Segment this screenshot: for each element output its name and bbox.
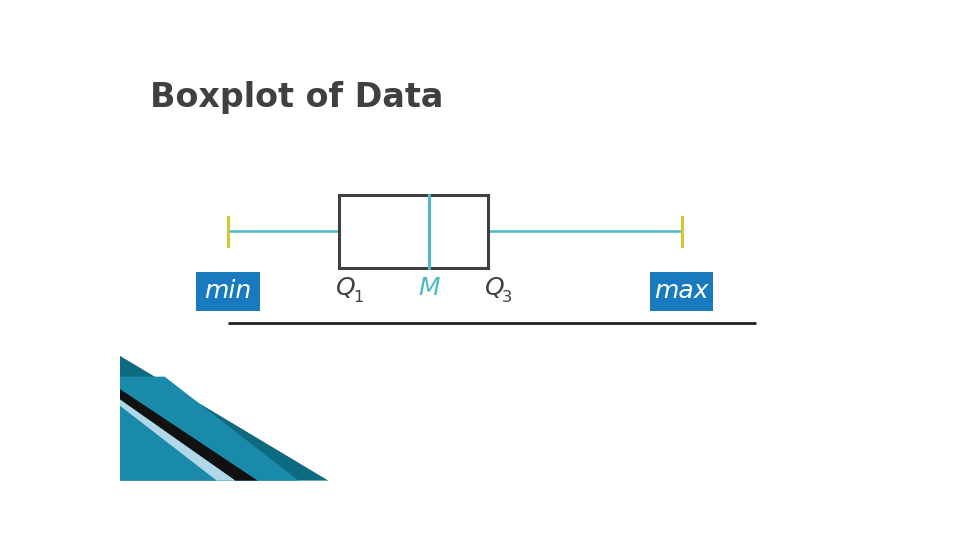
Bar bbox=[196, 272, 259, 311]
Text: Boxplot of Data: Boxplot of Data bbox=[150, 82, 444, 114]
Text: max: max bbox=[655, 279, 709, 303]
Text: 3: 3 bbox=[502, 290, 512, 305]
Text: M: M bbox=[418, 276, 440, 300]
Text: min: min bbox=[204, 279, 252, 303]
Bar bbox=[340, 195, 489, 267]
Polygon shape bbox=[120, 377, 299, 481]
Text: Q: Q bbox=[336, 276, 355, 300]
Text: Q: Q bbox=[485, 276, 504, 300]
Text: 1: 1 bbox=[353, 290, 363, 305]
Polygon shape bbox=[120, 400, 235, 481]
Polygon shape bbox=[120, 389, 257, 481]
Bar bbox=[650, 272, 713, 311]
Polygon shape bbox=[120, 356, 328, 481]
